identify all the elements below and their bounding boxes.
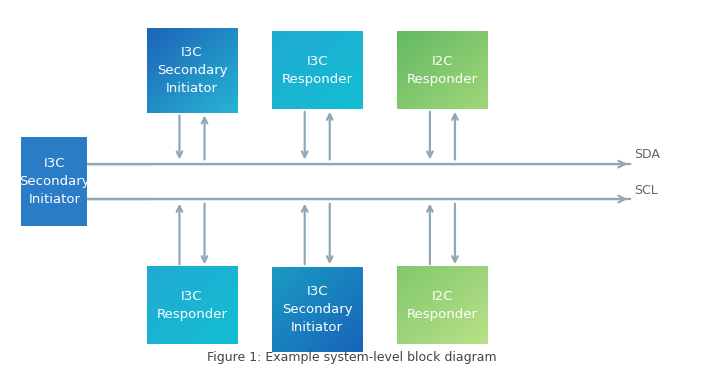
- Text: SDA: SDA: [634, 149, 660, 161]
- Text: I2C
Responder: I2C Responder: [407, 55, 478, 86]
- Text: I3C
Responder: I3C Responder: [156, 290, 227, 321]
- Text: I2C
Responder: I2C Responder: [407, 290, 478, 321]
- Text: SCL: SCL: [634, 184, 658, 197]
- Text: I3C
Responder: I3C Responder: [282, 55, 353, 86]
- Text: I3C
Secondary
Initiator: I3C Secondary Initiator: [19, 157, 89, 206]
- Text: Figure 1: Example system-level block diagram: Figure 1: Example system-level block dia…: [207, 352, 497, 364]
- Bar: [21, 137, 87, 226]
- Text: I3C
Secondary
Initiator: I3C Secondary Initiator: [157, 46, 227, 95]
- Text: I3C
Secondary
Initiator: I3C Secondary Initiator: [282, 285, 353, 334]
